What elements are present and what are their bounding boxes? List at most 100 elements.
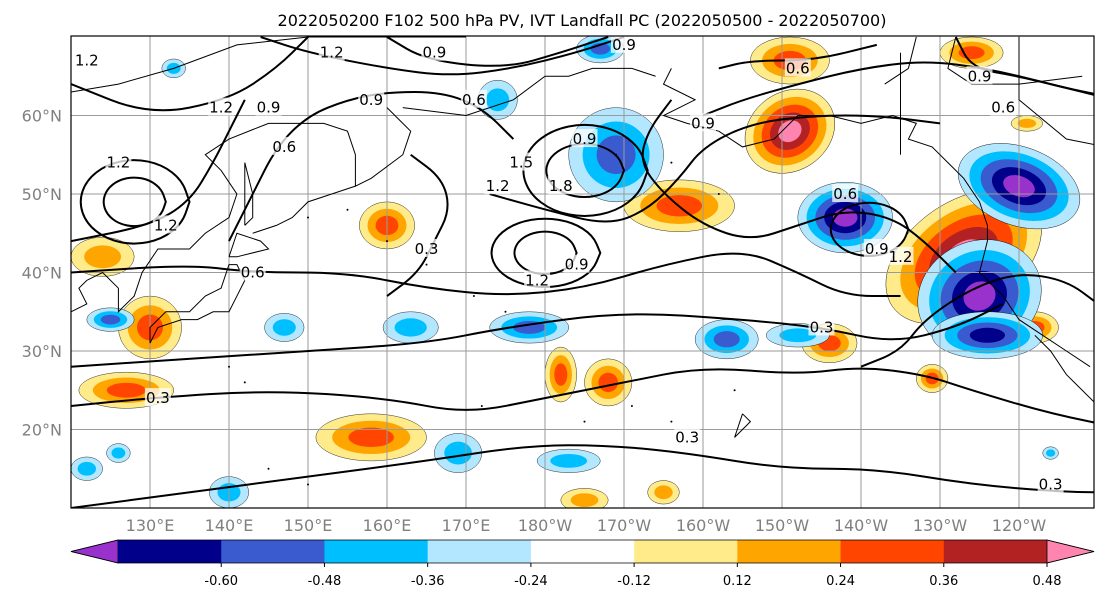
contour-line (513, 230, 578, 276)
colorbar-label: 0.24 (826, 574, 855, 589)
contour-label: 1.2 (525, 271, 549, 289)
contour-line (71, 36, 309, 112)
contour-label: 1.2 (889, 248, 913, 266)
lon-tick-label: 130°W (913, 516, 968, 535)
pv-anomaly-region (111, 447, 126, 459)
lat-tick-label: 60°N (22, 107, 62, 126)
pv-anomaly-region (444, 441, 472, 465)
lon-tick-label: 180°W (518, 516, 573, 535)
contour-label: 0.9 (359, 91, 383, 109)
contour-line (228, 90, 515, 242)
contour-line (545, 142, 626, 199)
contour-label: 0.3 (810, 318, 834, 336)
contour-line (718, 43, 878, 70)
contour-label-bg (208, 97, 235, 116)
contour-line (79, 159, 191, 245)
contour-label-bg (690, 113, 716, 132)
pv-anomaly-region (550, 454, 588, 468)
contour-label-bg (887, 246, 914, 265)
lon-tick-label: 150°E (284, 516, 333, 535)
contour-label-bg (611, 36, 637, 53)
contour-label-bg (460, 89, 487, 108)
island-dot (472, 295, 475, 298)
contour-label-bg (413, 238, 440, 257)
contour-label: 1.2 (75, 52, 99, 70)
pv-anomaly-region (570, 493, 599, 508)
lon-tick-label: 170°W (597, 516, 652, 535)
colorbar-segment (840, 540, 945, 563)
contour-label: 1.2 (486, 177, 510, 195)
pv-anomaly-region (779, 328, 817, 343)
contour-label: 1.2 (154, 216, 178, 234)
contour-label-bg (239, 262, 266, 281)
colorbar: -0.60 -0.48 -0.36 -0.24 -0.12 0.12 0.24 0.36 0.4… (70, 539, 1095, 589)
contour-label: 0.3 (415, 240, 439, 258)
colorbar-label: 0.12 (723, 574, 752, 589)
contour-line (490, 217, 602, 289)
contour-label: 0.6 (241, 264, 265, 282)
contour-label-bg (863, 238, 890, 257)
pv-anomaly-region (598, 372, 618, 393)
contour-line (641, 99, 957, 274)
colorbar-arrow-high (1046, 539, 1095, 564)
contour-line (954, 36, 1094, 95)
island-dot (267, 467, 270, 470)
coastline (1018, 37, 1094, 146)
colorbar-segment (324, 540, 429, 563)
contour-label-bg (808, 317, 835, 336)
colorbar-label: -0.36 (411, 574, 445, 589)
longitude-tick-labels: 130°E 140°E 150°E 160°E 170°E 180°W 170°W 160°W… (126, 516, 1047, 535)
island-dot (670, 161, 673, 164)
pv-anomaly-region (1045, 449, 1056, 457)
lon-tick-label: 150°W (755, 516, 810, 535)
contour-label-bg (966, 66, 993, 85)
contour-line (71, 252, 901, 298)
island-dot (733, 389, 736, 392)
contour-label-bg (152, 215, 179, 234)
lon-tick-label: 160°W (676, 516, 731, 535)
pv-anomaly-region (963, 281, 996, 311)
island-dot (480, 404, 483, 407)
contour-label: 0.6 (272, 138, 296, 156)
pv-anomaly-region (77, 461, 97, 476)
pv-anomaly-region (1017, 118, 1037, 128)
lat-tick-label: 20°N (22, 421, 62, 440)
pv-anomaly-region (486, 88, 510, 112)
contour-label: 1.2 (106, 154, 130, 172)
contour-label: 1.8 (549, 177, 573, 195)
pv-anomaly-region (394, 318, 427, 337)
island-dot (504, 310, 507, 313)
contour-line (386, 36, 609, 67)
colorbar-segment (221, 540, 325, 563)
contour-label: 1.2 (209, 99, 233, 117)
contour-label: 1.5 (509, 154, 533, 172)
colorbar-label: -0.12 (617, 574, 651, 589)
contour-label: 0.9 (573, 130, 597, 148)
colorbar-label: -0.24 (514, 574, 548, 589)
contour-label-bg (1037, 474, 1064, 493)
latitude-tick-labels: 60°N 50°N 40°N 30°N 20°N (22, 107, 62, 440)
pv-anomaly-region (100, 314, 121, 325)
contour-label: 0.9 (865, 240, 889, 258)
contour-label-bg (832, 184, 859, 202)
contour-label-bg (421, 42, 448, 61)
lat-tick-label: 30°N (22, 342, 62, 361)
contour-label-bg (358, 89, 385, 108)
coastline (1034, 334, 1094, 403)
contour-label: 0.6 (991, 99, 1015, 117)
contour-label: 0.3 (675, 428, 699, 446)
coastline (734, 413, 752, 438)
contour-label: 1.2 (320, 44, 344, 62)
contour-label-bg (571, 129, 598, 148)
island-dot (425, 263, 428, 266)
pv-anomaly-region (272, 319, 296, 336)
contour-label: 0.3 (1039, 475, 1063, 493)
lon-tick-label: 140°W (834, 516, 889, 535)
coastline (884, 36, 917, 85)
lon-tick-label: 130°E (126, 516, 175, 535)
contour-label-bg (318, 42, 345, 61)
contour-line (102, 176, 167, 228)
pv-anomaly-region (554, 363, 568, 386)
contour-label: 0.9 (257, 99, 281, 117)
